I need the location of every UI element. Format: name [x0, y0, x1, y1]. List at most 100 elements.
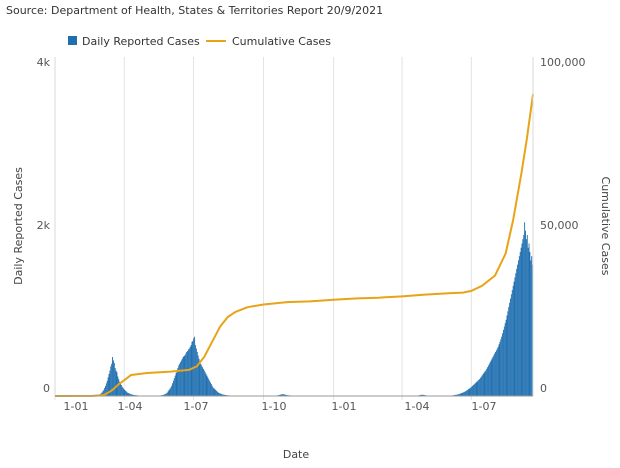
daily-bar: [487, 367, 489, 396]
daily-bar: [497, 346, 499, 396]
right-axis-title: Cumulative Cases: [599, 177, 612, 276]
daily-bar: [180, 360, 182, 396]
daily-bar: [515, 273, 517, 396]
daily-bar: [421, 394, 423, 396]
daily-bar: [523, 234, 525, 396]
daily-bar: [500, 339, 502, 396]
daily-bar: [465, 391, 466, 396]
daily-bar: [187, 351, 188, 396]
daily-bar: [464, 391, 466, 396]
daily-bar: [188, 348, 190, 396]
daily-bar: [174, 375, 176, 396]
daily-bar: [103, 390, 105, 396]
daily-bar: [118, 379, 120, 396]
daily-bar: [491, 358, 493, 396]
daily-bar: [513, 281, 515, 396]
daily-bar: [524, 222, 526, 396]
daily-bars: [73, 222, 534, 397]
daily-bar: [526, 234, 528, 396]
daily-bar: [465, 390, 467, 396]
daily-bar: [121, 386, 123, 396]
daily-bar: [203, 370, 205, 396]
daily-bar: [495, 351, 496, 396]
daily-bar: [211, 385, 213, 396]
daily-bar: [471, 386, 473, 396]
daily-bar: [202, 368, 204, 396]
daily-bar: [454, 394, 456, 396]
right-tick-100000: 100,000: [540, 56, 586, 69]
daily-bar: [205, 373, 207, 396]
daily-bar: [224, 394, 226, 396]
daily-bar: [496, 348, 498, 396]
daily-bar: [182, 357, 184, 396]
daily-bar: [120, 384, 122, 396]
daily-bar: [516, 268, 518, 397]
daily-bar: [223, 394, 225, 396]
daily-bar: [214, 389, 216, 396]
daily-bar: [489, 362, 491, 396]
daily-bar: [507, 311, 509, 396]
daily-bar: [134, 394, 136, 396]
daily-bar: [128, 393, 130, 396]
daily-bar: [199, 362, 201, 396]
daily-bar: [130, 394, 132, 396]
daily-bar: [116, 372, 118, 396]
daily-bar: [285, 394, 286, 396]
daily-bar: [521, 243, 523, 396]
daily-bar: [519, 251, 521, 396]
daily-bar: [198, 358, 200, 396]
daily-bar: [423, 394, 425, 396]
daily-bar: [123, 389, 125, 396]
daily-bar: [472, 385, 474, 396]
daily-bar: [505, 319, 507, 396]
daily-bar: [127, 393, 129, 396]
daily-bar: [120, 383, 121, 396]
daily-bar: [225, 394, 226, 396]
daily-bar: [529, 251, 531, 396]
source-note: Source: Department of Health, States & T…: [6, 4, 384, 17]
daily-bar: [204, 372, 206, 396]
daily-bar: [485, 370, 487, 396]
daily-bar: [105, 383, 107, 396]
daily-bar: [466, 390, 468, 396]
daily-bar: [108, 373, 110, 396]
daily-bar: [105, 385, 106, 396]
daily-bar: [506, 315, 508, 396]
daily-bar: [187, 349, 189, 396]
daily-bar: [207, 377, 209, 396]
daily-bar: [510, 298, 511, 396]
daily-bar: [520, 247, 522, 396]
daily-bar: [107, 377, 109, 396]
daily-bar: [528, 243, 530, 396]
daily-bar: [420, 394, 422, 396]
daily-bar: [200, 363, 202, 396]
daily-bar: [461, 392, 463, 396]
daily-bar: [280, 394, 282, 396]
daily-bar: [279, 394, 281, 396]
daily-bar: [285, 394, 287, 396]
daily-bar: [175, 373, 177, 396]
daily-bar: [481, 375, 483, 396]
right-tick-50000: 50,000: [540, 219, 579, 232]
daily-bar: [119, 381, 121, 396]
daily-bar: [508, 307, 510, 396]
daily-bar: [216, 390, 218, 396]
daily-bar: [470, 387, 472, 396]
daily-bar: [106, 380, 108, 396]
daily-bar: [112, 360, 114, 396]
daily-bar: [114, 368, 116, 396]
daily-bar: [125, 390, 127, 396]
x-tick-2021-01: 1-01: [332, 400, 357, 413]
daily-bar: [177, 368, 179, 396]
left-tick-4k: 4k: [37, 56, 51, 69]
x-tick-2020-01: 1-01: [64, 400, 89, 413]
daily-bar: [165, 393, 167, 396]
daily-bar: [104, 387, 106, 396]
daily-bar: [112, 357, 113, 396]
daily-bar: [480, 377, 481, 396]
daily-bar: [492, 357, 494, 396]
daily-bar: [212, 387, 214, 396]
x-tick-2021-04: 1-04: [405, 400, 430, 413]
daily-bar: [215, 390, 217, 396]
